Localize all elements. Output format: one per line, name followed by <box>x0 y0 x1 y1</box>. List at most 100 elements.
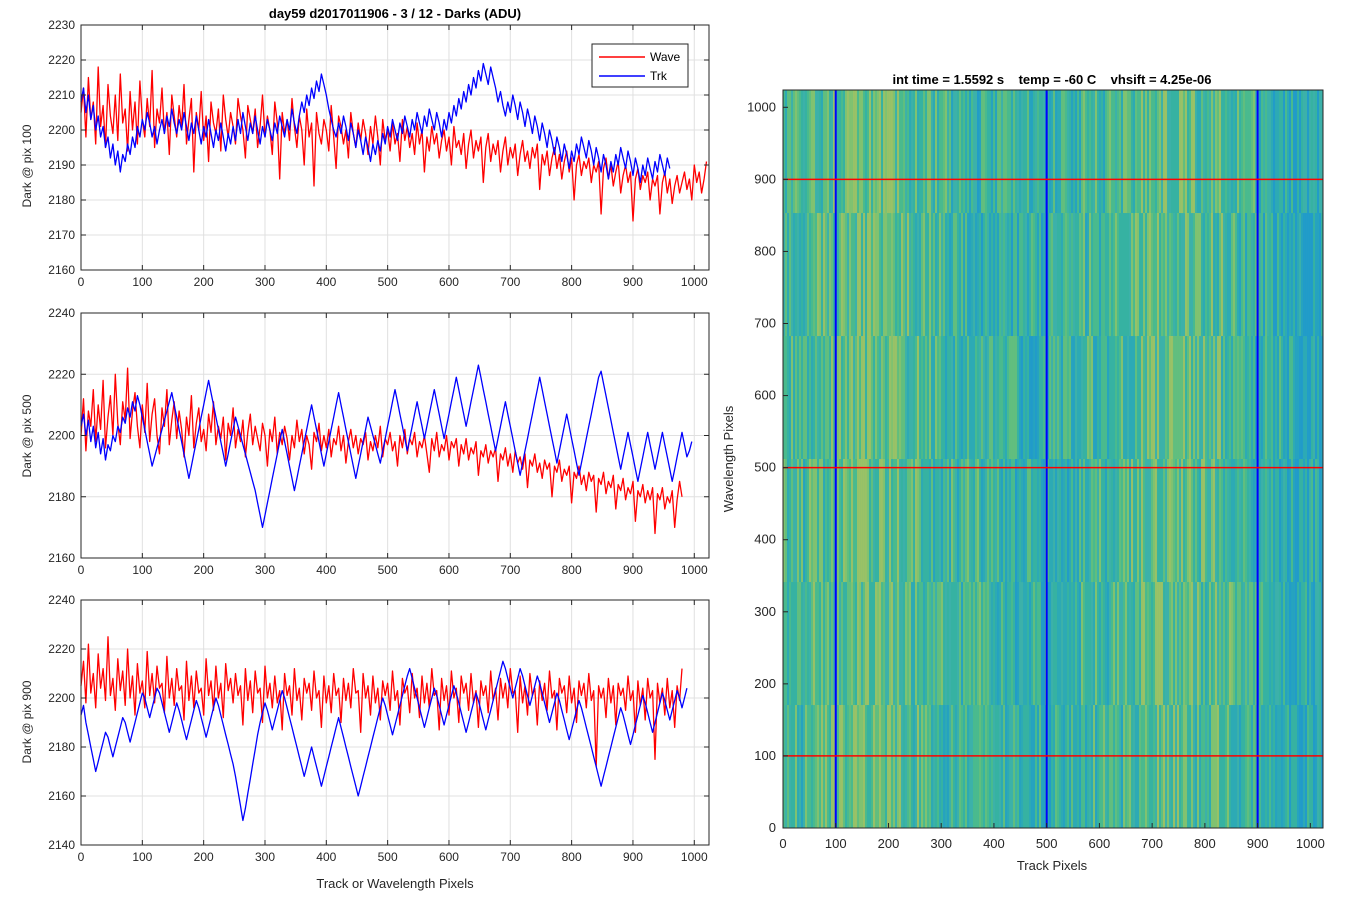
image-streak <box>907 213 910 337</box>
image-streak <box>1185 459 1188 583</box>
image-streak <box>1209 582 1212 706</box>
image-streak <box>1229 705 1232 829</box>
image-streak <box>1079 213 1082 337</box>
image-streak <box>1009 336 1012 460</box>
image-streak <box>1311 90 1314 214</box>
image-streak <box>1209 90 1212 214</box>
image-streak <box>827 213 830 337</box>
image-streak <box>1123 582 1126 706</box>
x-tick-label: 100 <box>132 850 152 864</box>
image-streak <box>1059 582 1062 706</box>
image-streak <box>1307 336 1310 460</box>
image-streak <box>997 90 1000 214</box>
image-streak <box>1047 90 1050 214</box>
image-streak <box>785 90 788 214</box>
image-streak <box>1133 336 1136 460</box>
x-tick-label: 600 <box>439 850 459 864</box>
image-streak <box>925 90 928 214</box>
image-streak <box>839 459 842 583</box>
image-streak <box>903 213 906 337</box>
image-streak <box>977 336 980 460</box>
image-streak <box>1283 705 1286 829</box>
image-streak <box>1227 705 1230 829</box>
image-streak <box>1079 705 1082 829</box>
image-streak <box>1087 336 1090 460</box>
image-streak <box>1183 459 1186 583</box>
image-streak <box>1233 705 1236 829</box>
image-streak <box>1271 336 1274 460</box>
image-streak <box>1215 582 1218 706</box>
image-streak <box>1127 90 1130 214</box>
image-streak <box>1209 336 1212 460</box>
image-streak <box>901 459 904 583</box>
image-streak <box>1041 459 1044 583</box>
image-streak <box>865 90 868 214</box>
image-streak <box>929 582 932 706</box>
image-streak <box>861 582 864 706</box>
image-streak <box>1003 336 1006 460</box>
image-streak <box>1211 213 1214 337</box>
image-streak <box>1157 582 1160 706</box>
image-streak <box>1107 705 1110 829</box>
image-streak <box>1199 705 1202 829</box>
image-streak <box>1183 705 1186 829</box>
image-streak <box>1177 582 1180 706</box>
image-streak <box>1117 336 1120 460</box>
image-streak <box>1261 705 1264 829</box>
image-streak <box>905 213 908 337</box>
x-tick-label: 900 <box>623 275 643 289</box>
image-streak <box>1075 90 1078 214</box>
image-streak <box>1317 705 1320 829</box>
image-streak <box>1253 336 1256 460</box>
image-streak <box>1269 582 1272 706</box>
image-streak <box>1239 582 1242 706</box>
image-streak <box>1207 213 1210 337</box>
image-streak <box>1147 213 1150 337</box>
image-streak <box>921 582 924 706</box>
image-streak <box>1023 213 1026 337</box>
image-streak <box>1113 336 1116 460</box>
image-streak <box>961 213 964 337</box>
image-streak <box>987 582 990 706</box>
image-y-axis-label: Wavelength Pixels <box>721 405 736 512</box>
image-streak <box>1223 582 1226 706</box>
image-streak <box>1311 213 1314 337</box>
image-streak <box>1273 459 1276 583</box>
image-streak <box>867 582 870 706</box>
y-tick-label: 2140 <box>48 838 75 852</box>
image-streak <box>841 90 844 214</box>
image-streak <box>1231 459 1234 583</box>
image-streak <box>845 90 848 214</box>
image-streak <box>1265 213 1268 337</box>
image-streak <box>973 582 976 706</box>
image-streak <box>805 582 808 706</box>
image-streak <box>1229 213 1232 337</box>
image-streak <box>871 705 874 829</box>
image-streak <box>935 336 938 460</box>
image-streak <box>1121 459 1124 583</box>
image-streak <box>995 336 998 460</box>
image-streak <box>915 336 918 460</box>
image-streak <box>839 213 842 337</box>
image-streak <box>1273 705 1276 829</box>
image-streak <box>1189 705 1192 829</box>
image-streak <box>1107 582 1110 706</box>
image-streak <box>873 90 876 214</box>
image-streak <box>1067 213 1070 337</box>
image-streak <box>829 90 832 214</box>
image-streak <box>1287 705 1290 829</box>
image-streak <box>1027 459 1030 583</box>
image-streak <box>1135 336 1138 460</box>
image-streak <box>889 582 892 706</box>
image-streak <box>1189 459 1192 583</box>
image-streak <box>791 582 794 706</box>
image-streak <box>1059 90 1062 214</box>
image-streak <box>1245 459 1248 583</box>
x-tick-label: 500 <box>378 563 398 577</box>
image-streak <box>1129 90 1132 214</box>
image-streak <box>1073 336 1076 460</box>
image-streak <box>1109 459 1112 583</box>
image-streak <box>1251 213 1254 337</box>
image-streak <box>1173 213 1176 337</box>
image-streak <box>969 582 972 706</box>
